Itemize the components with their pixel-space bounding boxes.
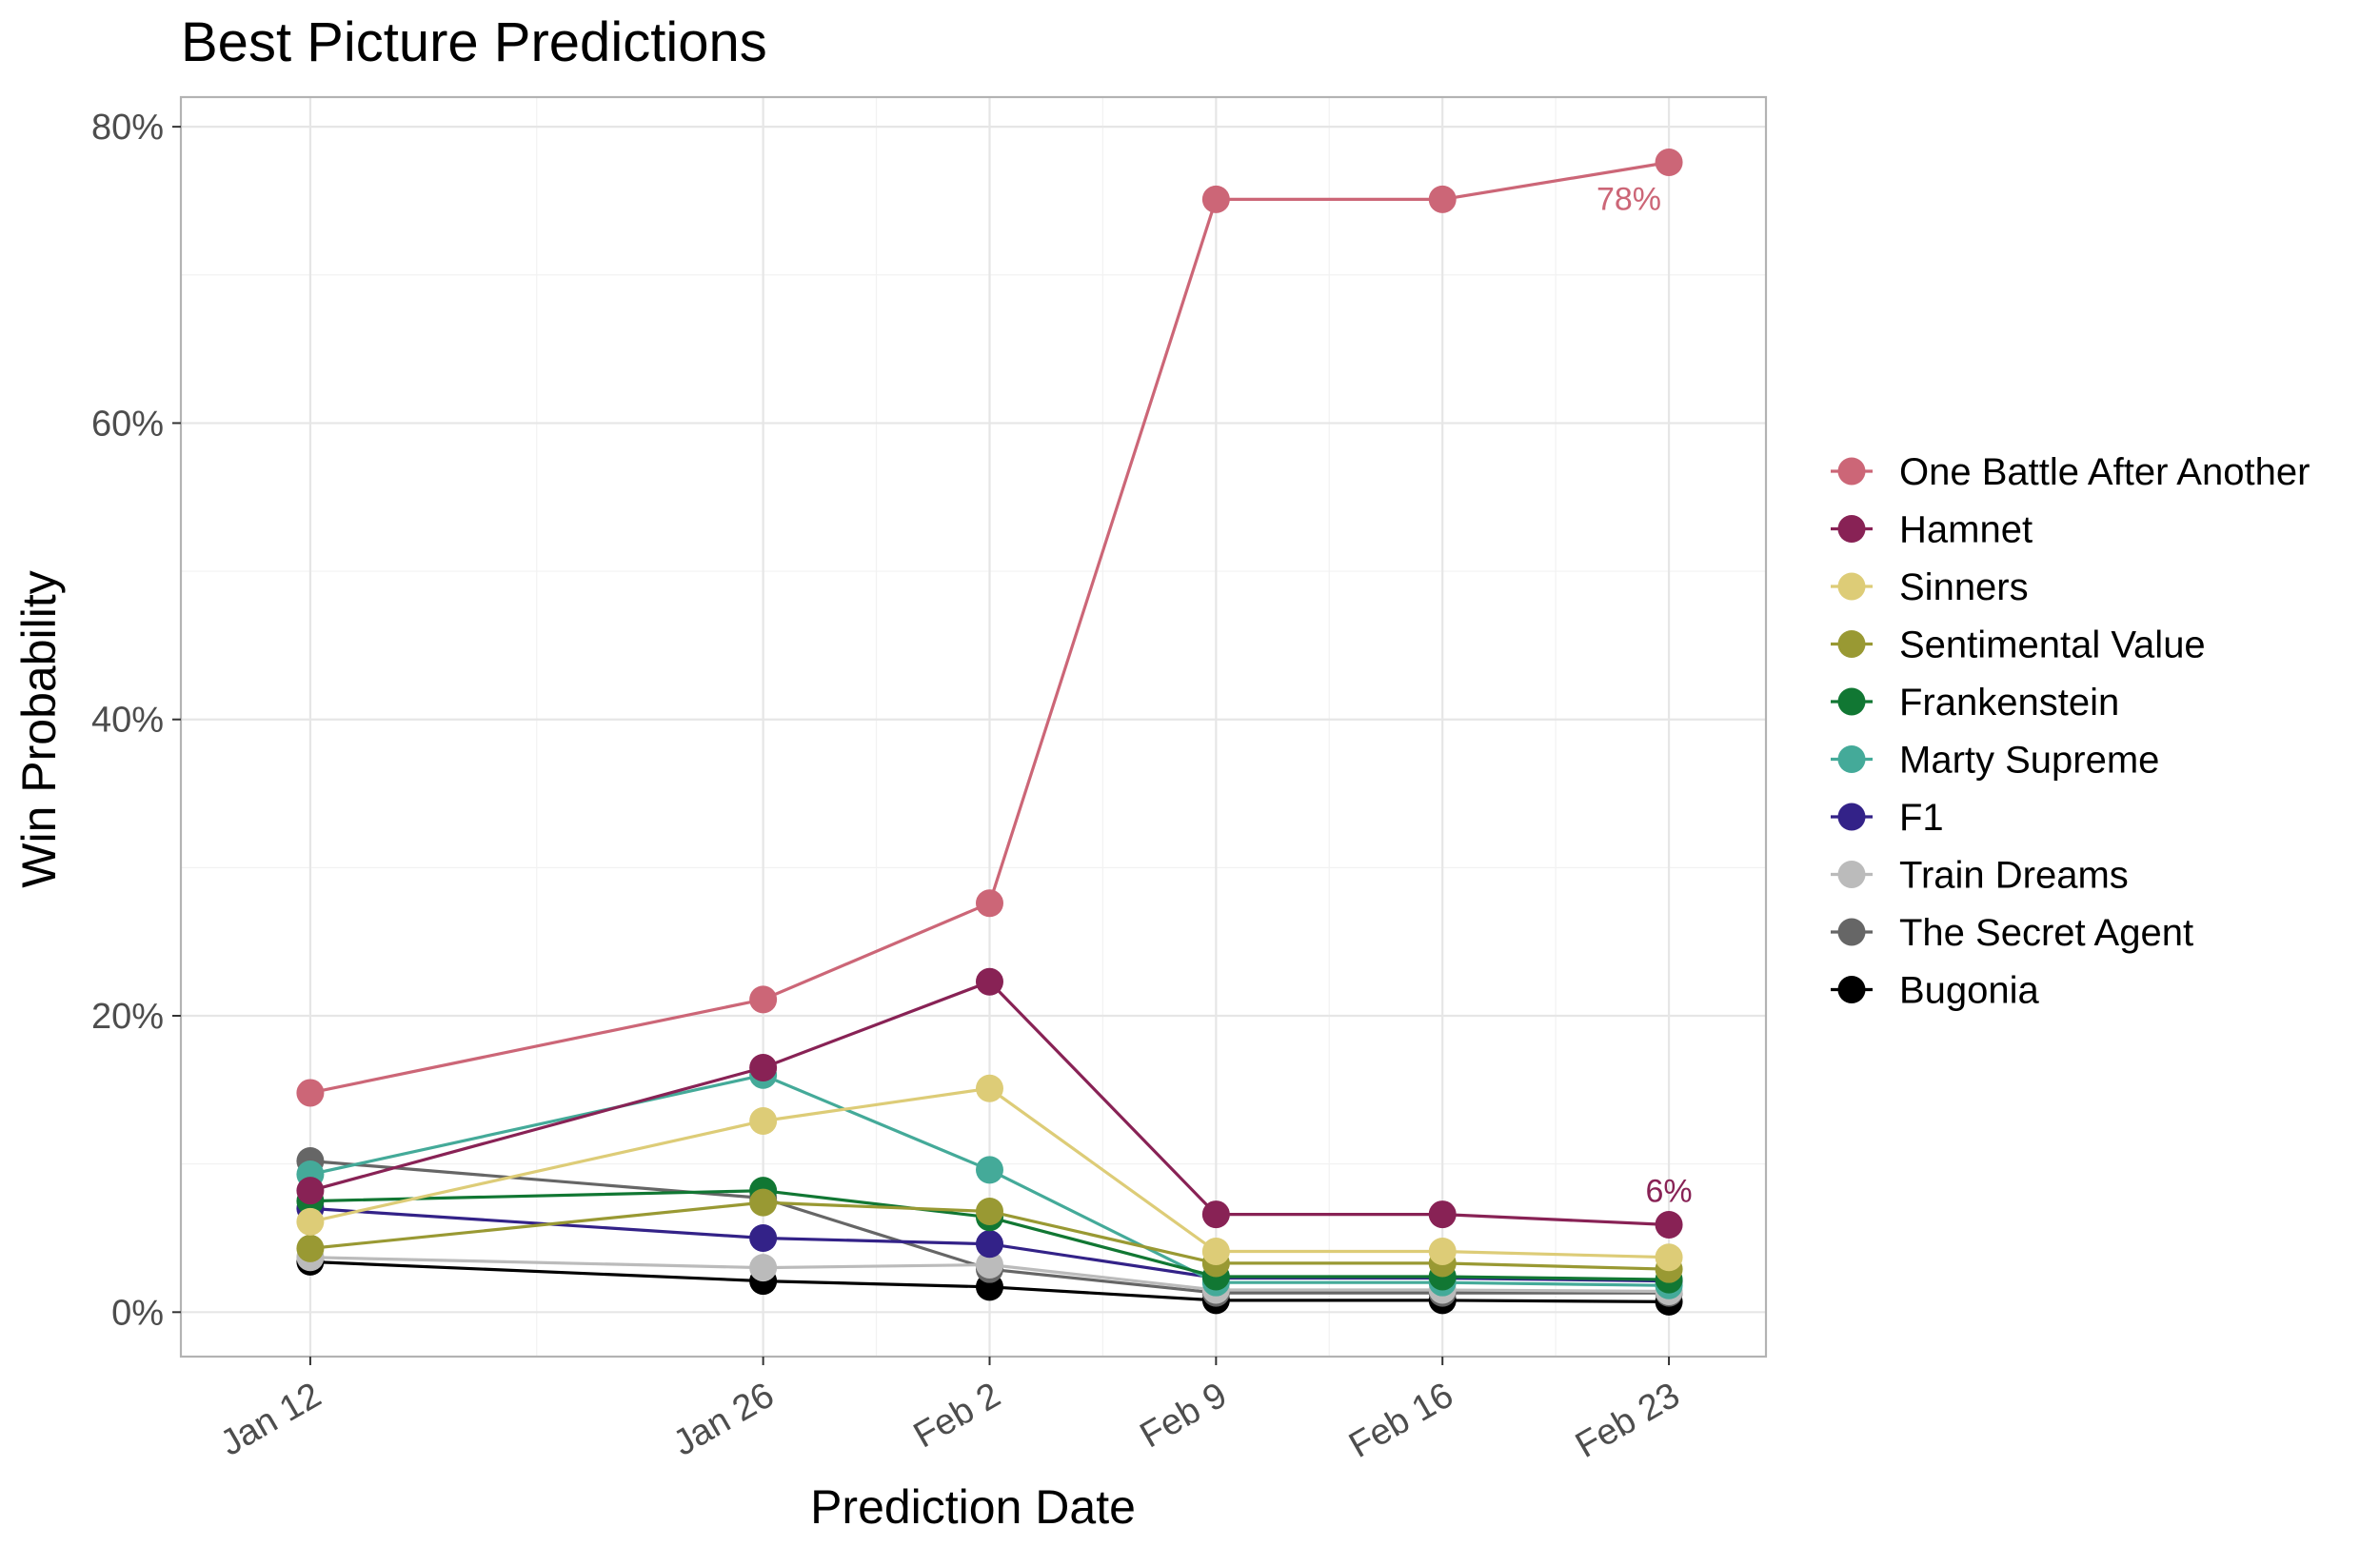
series-line [309,1200,1670,1271]
chart-title: Best Picture Predictions [181,11,767,73]
legend-key-point [1837,745,1866,773]
legend-key-point [1837,457,1866,486]
legend-key-point [1837,630,1866,658]
legend-label: Bugonia [1899,970,2040,1012]
legend-label: Sinners [1899,566,2029,608]
data-point [1655,1243,1683,1272]
series-one-battle-after-another [296,148,1683,1107]
data-point [1428,1200,1457,1229]
legend-label: F1 [1899,797,1944,839]
data-point [975,1250,1003,1279]
series-sinners [296,1074,1683,1272]
legend-key-point [1837,515,1866,543]
x-tick-label: Feb 9 [1134,1375,1234,1456]
legend-item: Marty Supreme [1831,740,2159,782]
data-point [1201,1237,1230,1265]
legend: One Battle After Another Hamnet Sinners Sen… [1831,451,2310,1012]
y-tick-label: 60% [91,404,164,444]
legend-label: Hamnet [1899,509,2033,551]
annotation-label: 6% [1645,1173,1692,1209]
data-point [749,1107,778,1136]
data-point [975,967,1003,996]
series-layer [296,148,1683,1316]
data-point [975,1197,1003,1225]
legend-label: Sentimental Value [1899,625,2206,666]
series-line [309,980,1670,1227]
x-axis-title: Prediction Date [810,1480,1136,1534]
data-point [1655,148,1683,176]
legend-item: Train Dreams [1831,855,2129,897]
annotation-label: 78% [1597,181,1661,217]
legend-item: Bugonia [1831,970,2040,1012]
data-point [1428,1237,1457,1265]
legend-label: Frankenstein [1899,682,2119,724]
legend-item: Sinners [1831,566,2029,608]
series-line [309,160,1670,1095]
series-line [309,1256,1670,1294]
legend-key-point [1837,861,1866,888]
y-axis-title: Win Probability [12,570,66,887]
series-line [309,1073,1670,1287]
plot-panel [179,95,1768,1359]
y-tick-label: 0% [111,1293,164,1333]
y-axis: 0% 20% 40% 60% 80% [91,108,181,1333]
x-tick-label: Jan 26 [666,1375,781,1463]
data-point [296,1079,325,1107]
legend-label: The Secret Agent [1899,912,2193,954]
legend-key-point [1837,572,1866,601]
series-hamnet [296,967,1683,1239]
legend-item: F1 [1831,797,1944,839]
legend-item: Sentimental Value [1831,625,2206,666]
legend-label: One Battle After Another [1899,451,2310,493]
x-tick-label: Feb 2 [907,1375,1007,1456]
data-point [296,1207,325,1236]
series-line [309,1086,1670,1259]
series-line [309,1259,1670,1303]
data-point [1655,1210,1683,1239]
data-point [1201,185,1230,213]
x-axis: Jan 12 Jan 26 Feb 2 Feb 9 Feb 16 Feb 23 [214,1357,1687,1466]
legend-key-point [1837,803,1866,831]
data-point [749,1188,778,1217]
legend-item: The Secret Agent [1831,912,2193,954]
legend-item: Hamnet [1831,509,2033,551]
y-tick-label: 20% [91,997,164,1037]
legend-item: One Battle After Another [1831,451,2310,493]
x-tick-label: Feb 23 [1569,1375,1686,1466]
data-point [296,1177,325,1205]
data-point [749,985,778,1014]
y-tick-label: 80% [91,108,164,148]
y-tick-label: 40% [91,701,164,741]
legend-label: Train Dreams [1899,855,2129,897]
data-point [1428,185,1457,213]
data-point [749,1223,778,1252]
x-tick-label: Jan 12 [214,1375,328,1463]
data-point [975,1230,1003,1259]
grid [181,97,1766,1357]
series-line [309,1189,1670,1281]
legend-key-point [1837,687,1866,716]
data-point [975,1074,1003,1102]
x-tick-label: Feb 16 [1342,1375,1459,1466]
legend-label: Marty Supreme [1899,740,2159,782]
legend-item: Frankenstein [1831,682,2119,724]
legend-key-point [1837,976,1866,1003]
data-point [749,1053,778,1081]
legend-key-point [1837,918,1866,946]
data-point [296,1234,325,1262]
data-point [749,1254,778,1282]
data-point [1201,1200,1230,1229]
data-point [975,1156,1003,1184]
data-point [975,889,1003,918]
annotations: 78% 6% [1597,181,1693,1209]
